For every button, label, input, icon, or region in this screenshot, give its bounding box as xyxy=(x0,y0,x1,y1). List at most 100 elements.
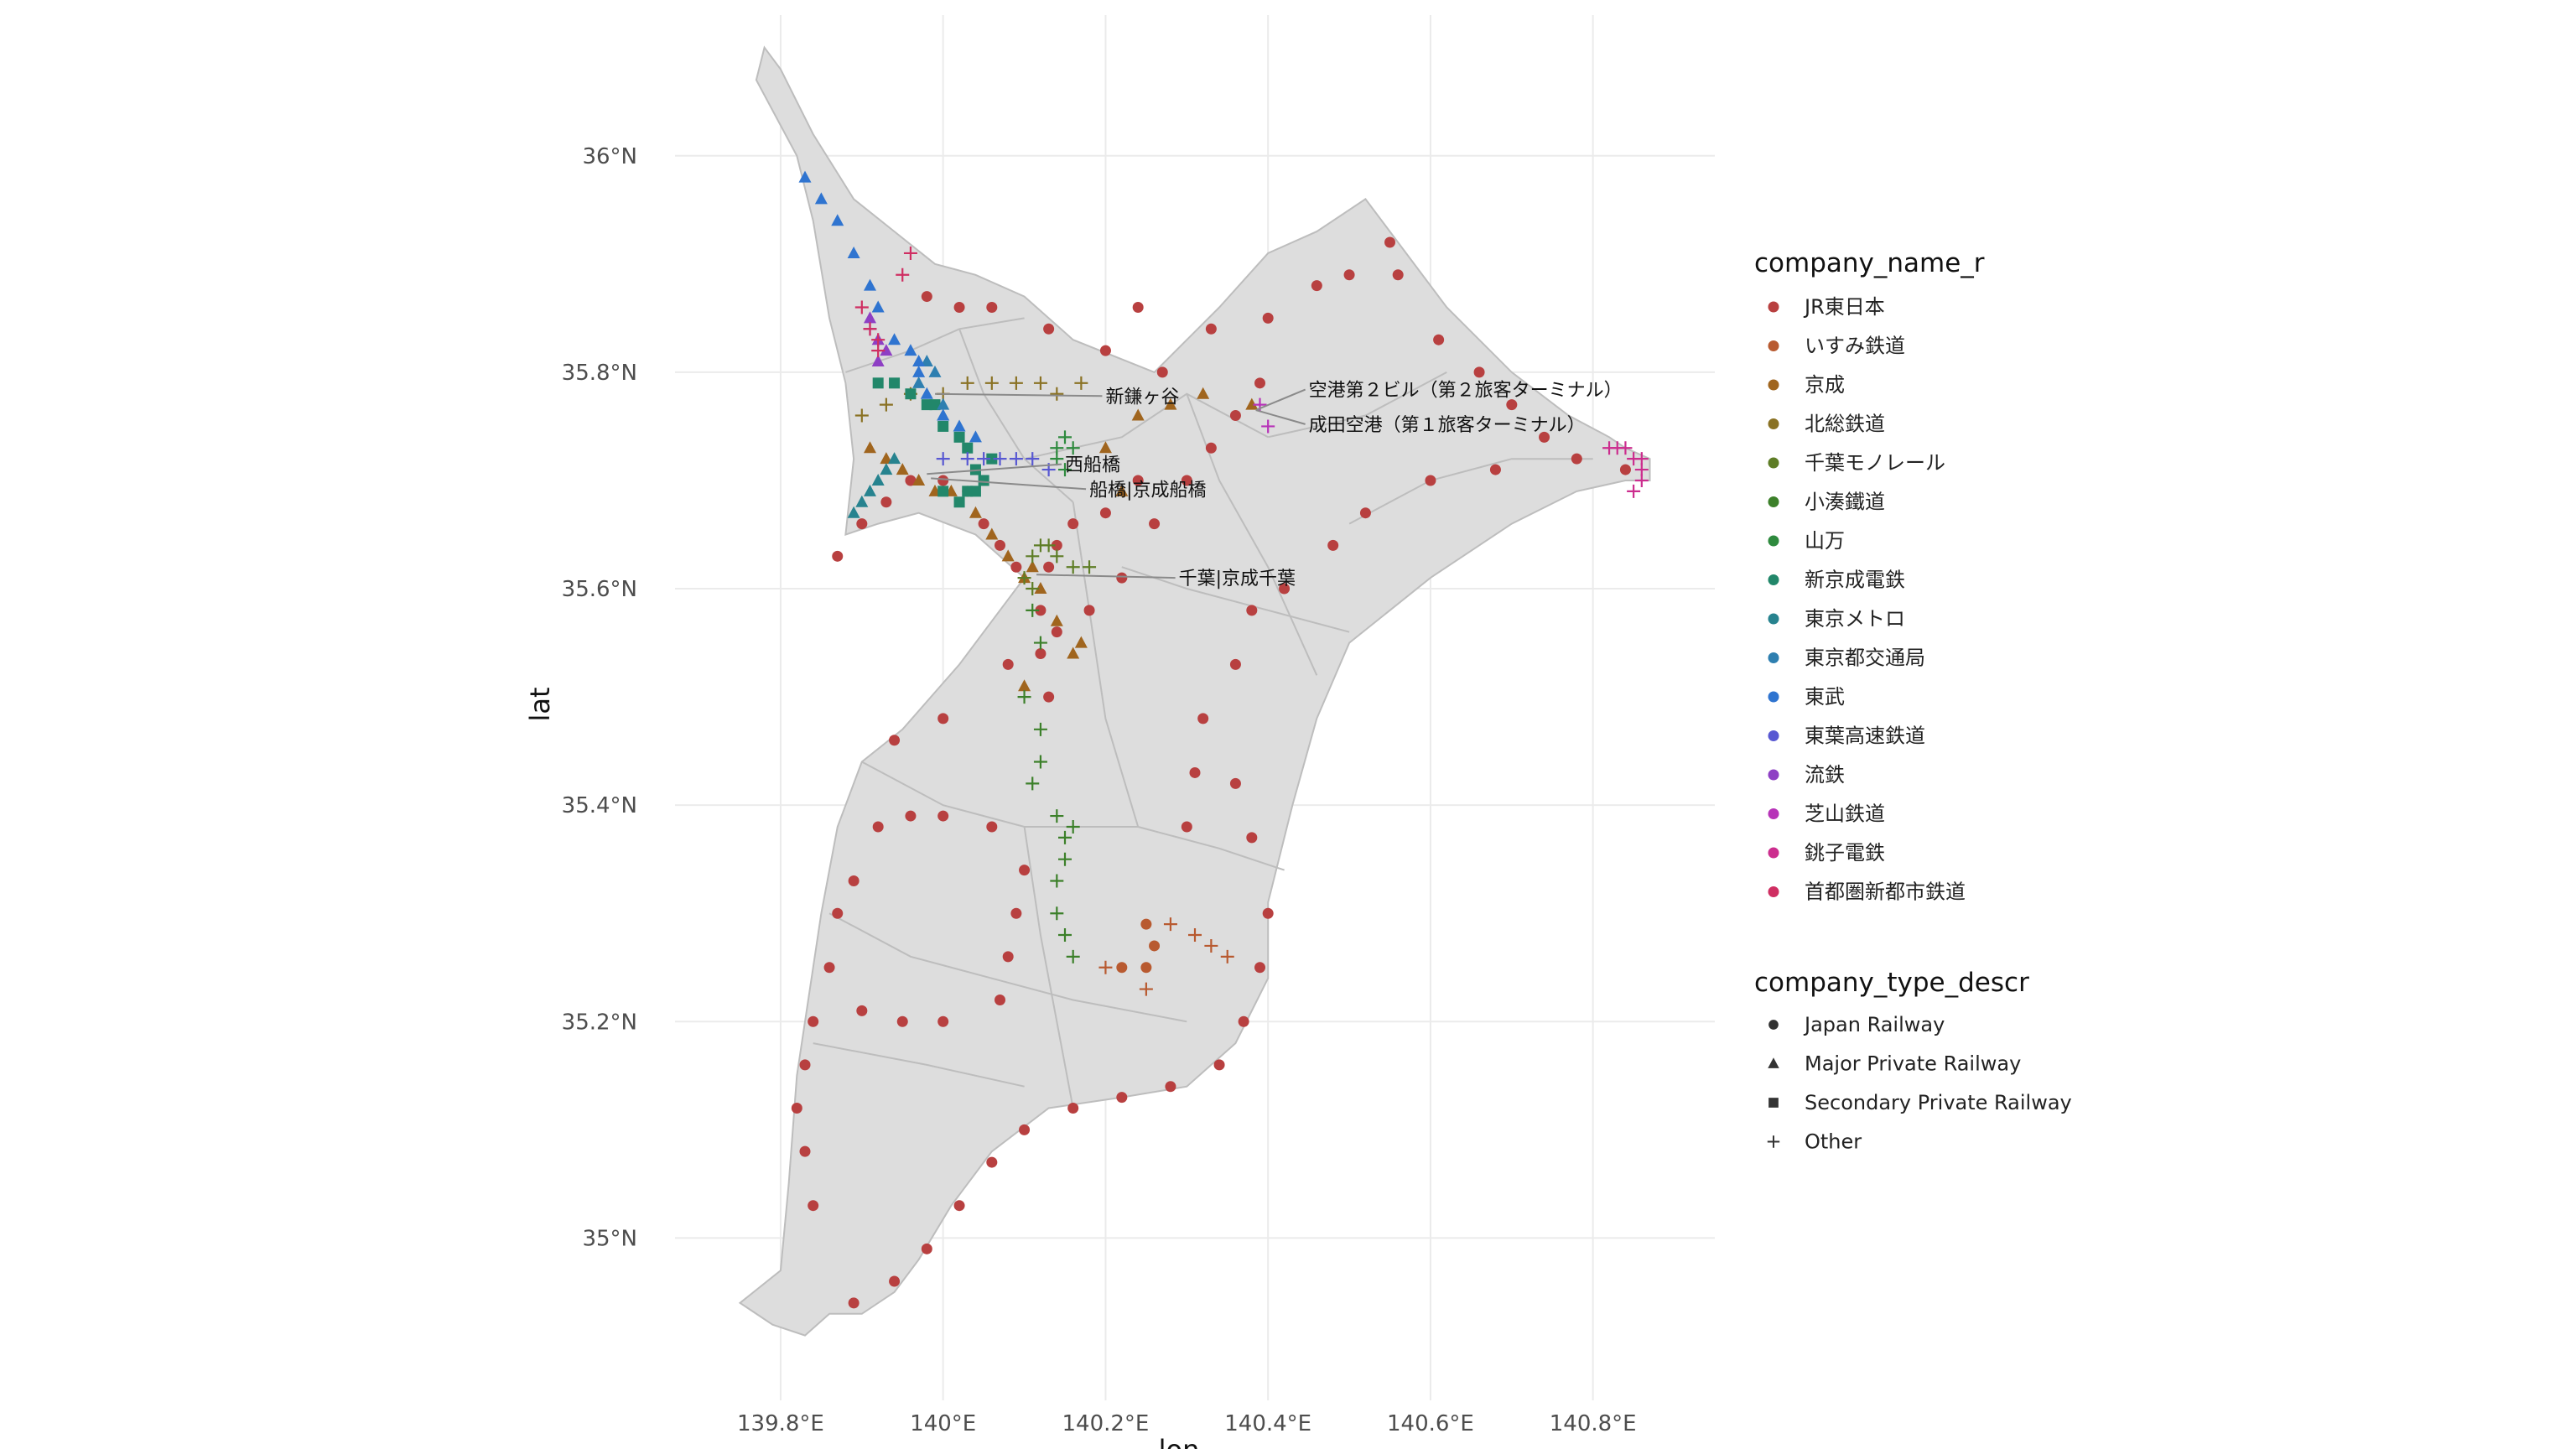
legend-shape-key xyxy=(1768,1020,1779,1030)
station-point xyxy=(929,399,941,411)
station-point xyxy=(1098,441,1112,454)
station-point xyxy=(1026,603,1040,617)
station-point xyxy=(808,1200,819,1212)
legend-color-key xyxy=(1768,340,1779,351)
legend-company-label: 山万 xyxy=(1805,529,1845,553)
station-point xyxy=(888,333,901,345)
station-label: 成田空港（第１旅客ターミナル） xyxy=(1309,415,1586,436)
station-point xyxy=(920,387,933,399)
station-point xyxy=(969,430,982,443)
station-point xyxy=(1140,918,1152,930)
station-point xyxy=(1489,464,1501,475)
station-point xyxy=(1634,473,1649,487)
station-point xyxy=(1279,583,1291,595)
station-point xyxy=(856,518,868,530)
station-point xyxy=(1041,538,1056,553)
station-point xyxy=(1627,484,1641,498)
station-points xyxy=(791,170,1649,1309)
station-point xyxy=(1074,376,1088,390)
station-point xyxy=(880,496,892,508)
legend-company-label: 東京都交通局 xyxy=(1805,647,1925,670)
station-point xyxy=(986,453,998,465)
legend-shape-key xyxy=(1768,1098,1779,1108)
municipal-border xyxy=(828,912,1187,1023)
station-point xyxy=(879,397,893,412)
station-point xyxy=(1018,679,1031,692)
legend-color-title: company_name_r xyxy=(1754,248,1985,278)
station-point xyxy=(1254,962,1265,974)
x-tick-label: 140.4°E xyxy=(1224,1411,1311,1436)
station-point xyxy=(1001,549,1015,562)
legend-company-label: JR東日本 xyxy=(1803,295,1885,319)
station-point xyxy=(1019,1124,1031,1135)
station-point xyxy=(1311,280,1322,292)
municipal-border xyxy=(1267,371,1447,439)
station-point xyxy=(832,550,844,562)
station-point xyxy=(864,484,876,496)
legend-color-key xyxy=(1768,301,1779,313)
station-point xyxy=(1083,605,1095,616)
station-point xyxy=(1074,636,1088,648)
station-point xyxy=(848,1297,860,1309)
legend: company_name_r JR東日本いすみ鉄道京成北総鉄道千葉モノレール小湊… xyxy=(1754,248,2072,1154)
station-point xyxy=(937,486,949,497)
municipal-border xyxy=(1137,826,1285,871)
station-point xyxy=(1058,430,1072,444)
station-point xyxy=(937,397,950,410)
station-point xyxy=(937,713,949,724)
station-point xyxy=(962,486,974,497)
station-point xyxy=(993,452,1007,466)
legend-type-label: Japan Railway xyxy=(1803,1013,1945,1036)
station-point xyxy=(912,376,926,388)
legend-color-key xyxy=(1768,496,1779,507)
station-point xyxy=(831,214,844,226)
station-point xyxy=(1099,507,1111,519)
legend-shape-key xyxy=(1768,1057,1779,1068)
station-label: 西船橋 xyxy=(1065,455,1120,476)
municipal-border xyxy=(861,761,1139,828)
station-point xyxy=(854,300,869,314)
station-point xyxy=(1035,605,1046,616)
station-point xyxy=(1026,582,1040,596)
municipal-border xyxy=(958,328,1074,503)
legend-company-label: 新京成電鉄 xyxy=(1805,569,1905,592)
legend-color-key xyxy=(1768,457,1779,469)
station-point xyxy=(847,506,860,518)
station-point xyxy=(864,311,876,324)
station-point xyxy=(1262,907,1274,919)
station-point xyxy=(1132,475,1144,486)
station-point xyxy=(1067,647,1080,659)
legend-company-label: 東京メトロ xyxy=(1805,607,1905,631)
station-point xyxy=(1571,453,1582,465)
station-point xyxy=(986,821,998,833)
station-point xyxy=(1002,951,1014,963)
station-point xyxy=(1229,410,1241,422)
station-point xyxy=(1026,452,1040,466)
station-label: 新鎌ヶ谷 xyxy=(1105,387,1179,408)
station-point xyxy=(1050,452,1064,466)
station-point xyxy=(962,442,974,454)
station-label: 船橋|京成船橋 xyxy=(1089,480,1206,501)
callout-leader xyxy=(927,463,1062,475)
station-point xyxy=(1189,766,1201,778)
station-point xyxy=(1066,819,1080,834)
station-label: 空港第２ビル（第２旅客ターミナル） xyxy=(1309,381,1623,402)
station-point xyxy=(1246,605,1258,616)
y-tick-label: 35.8°N xyxy=(562,361,637,386)
legend-company-label: 東葉高速鉄道 xyxy=(1805,724,1925,748)
legend-type-label: Major Private Railway xyxy=(1805,1052,2021,1076)
station-point xyxy=(1050,809,1064,823)
x-tick-label: 140.6°E xyxy=(1387,1411,1474,1436)
station-point xyxy=(1035,647,1046,659)
legend-color-key xyxy=(1768,379,1779,391)
callout-leader xyxy=(934,392,1103,397)
legend-company-label: 芝山鉄道 xyxy=(1805,802,1885,826)
y-tick-label: 35°N xyxy=(582,1226,637,1251)
station-point xyxy=(1343,269,1355,281)
station-point xyxy=(1050,614,1063,626)
callout-leader xyxy=(1255,388,1306,412)
station-point xyxy=(905,810,917,822)
y-axis-ticks: 35°N 35.2°N 35.4°N 35.6°N 35.8°N 36°N xyxy=(562,144,637,1252)
x-tick-label: 140°E xyxy=(910,1411,976,1436)
y-tick-label: 35.6°N xyxy=(562,577,637,602)
